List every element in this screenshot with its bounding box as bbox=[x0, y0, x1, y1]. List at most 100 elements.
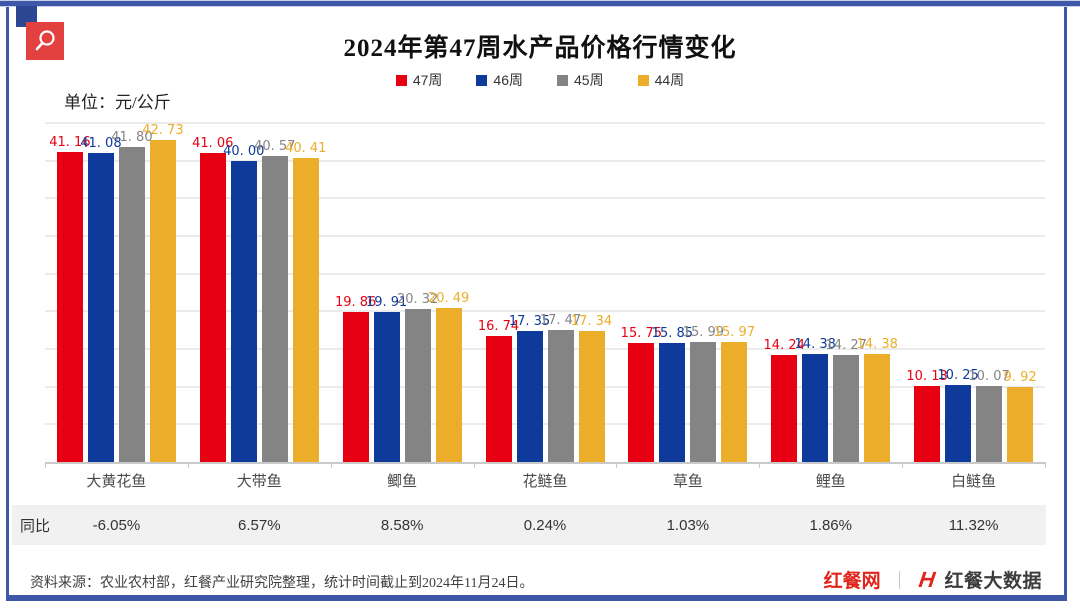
bar-value-label: 19. 86 bbox=[334, 295, 377, 311]
category-label-大带鱼: 大带鱼 bbox=[236, 473, 282, 490]
bar-鲫鱼-46周: 19. 91 bbox=[366, 295, 407, 462]
bar-value-label: 14. 24 bbox=[763, 337, 805, 353]
yoy-value-白鲢鱼: 11.32% bbox=[948, 516, 999, 534]
bar-大带鱼-44周: 40. 41 bbox=[285, 141, 326, 462]
axis-tick bbox=[330, 462, 332, 468]
bar-value-label: 20. 32 bbox=[396, 291, 439, 307]
bar-group-大黄花鱼: 41. 16 41. 08 41. 80 42. 73 bbox=[45, 123, 188, 462]
bar-value-label: 17. 34 bbox=[570, 314, 613, 330]
bar-group-花鲢鱼: 16. 74 17. 35 17. 47 17. 34 bbox=[474, 123, 617, 462]
brand-site-name: 红餐网 bbox=[823, 571, 881, 592]
category-label-草鱼: 草鱼 bbox=[672, 473, 703, 490]
gridline-30 bbox=[45, 235, 1045, 238]
bar-group-草鱼: 15. 75 15. 85 15. 99 15. 97 bbox=[616, 123, 759, 462]
bar-花鲢鱼-45周: 17. 47 bbox=[540, 313, 581, 462]
bar-group-鲤鱼: 14. 24 14. 38 14. 27 14. 38 bbox=[759, 123, 902, 462]
bar-value-label: 10. 13 bbox=[906, 368, 948, 384]
gridline-5 bbox=[45, 423, 1045, 426]
corner-decor-square bbox=[16, 6, 37, 27]
bar-大黄花鱼-46周: 41. 08 bbox=[80, 136, 122, 462]
bar-大黄花鱼-47周: 41. 16 bbox=[49, 135, 91, 462]
bar-大带鱼-45周: 40. 57 bbox=[254, 139, 295, 462]
axis-tick bbox=[45, 462, 46, 468]
bar-value-label: 14. 27 bbox=[825, 337, 867, 353]
axis-tick bbox=[187, 462, 189, 468]
brand-data-name: 红餐大数据 bbox=[944, 571, 1042, 592]
hongcan-bigdata-h-icon: H bbox=[916, 566, 937, 592]
bar-group-鲫鱼: 19. 86 19. 91 20. 32 20. 49 bbox=[331, 123, 474, 462]
bar-大带鱼-47周: 41. 06 bbox=[192, 136, 233, 462]
category-label-白鲢鱼: 白鲢鱼 bbox=[951, 473, 997, 490]
top-border-bar bbox=[0, 0, 1080, 7]
legend-label: 44周 bbox=[654, 72, 685, 88]
bar-草鱼-45周: 15. 99 bbox=[683, 325, 724, 462]
axis-tick bbox=[759, 462, 761, 468]
yoy-value-鲤鱼: 1.86% bbox=[809, 516, 852, 534]
category-label-鲤鱼: 鲤鱼 bbox=[815, 473, 846, 490]
bar-value-label: 19. 91 bbox=[365, 295, 408, 311]
bar-value-label: 41. 06 bbox=[192, 135, 234, 151]
bar-value-label: 40. 00 bbox=[223, 143, 265, 159]
bar-value-label: 10. 07 bbox=[968, 369, 1010, 385]
bar-value-label: 15. 99 bbox=[682, 324, 725, 340]
bar-value-label: 15. 85 bbox=[651, 325, 694, 341]
gridline-45 bbox=[45, 122, 1045, 124]
category-axis: 大黄花鱼 大带鱼 鲫鱼 花鲢鱼 草鱼 鲤鱼 白鲢鱼 bbox=[45, 470, 1045, 491]
yoy-value-草鱼: 1.03% bbox=[666, 516, 710, 534]
bar-value-label: 42. 73 bbox=[142, 123, 184, 139]
bar-草鱼-47周: 15. 75 bbox=[621, 326, 662, 462]
yoy-values-row: -6.05% 6.57% 8.58% 0.24% 1.03% 1.86% 11.32% bbox=[45, 505, 1045, 545]
axis-tick bbox=[902, 462, 904, 468]
yoy-value-花鲢鱼: 0.24% bbox=[523, 516, 567, 534]
gridline-35 bbox=[45, 197, 1045, 200]
legend-item-47周: 47周 bbox=[395, 70, 442, 90]
bar-value-label: 9. 92 bbox=[1003, 370, 1037, 386]
brand-footer: 红餐网 ｜ H 红餐大数据 bbox=[824, 566, 1042, 593]
magnifier-icon bbox=[26, 22, 64, 60]
yoy-value-大带鱼: 6.57% bbox=[238, 516, 281, 534]
bar-白鲢鱼-46周: 10. 25 bbox=[937, 368, 979, 462]
bar-鲫鱼-47周: 19. 86 bbox=[335, 295, 376, 462]
axis-tick bbox=[616, 462, 618, 468]
magnifier-glyph bbox=[35, 30, 55, 51]
legend-item-45周: 45周 bbox=[557, 70, 604, 90]
bar-鲫鱼-45周: 20. 32 bbox=[397, 292, 438, 462]
gridline-40 bbox=[45, 159, 1045, 162]
legend-swatch-icon bbox=[476, 74, 488, 86]
bar-花鲢鱼-44周: 17. 34 bbox=[571, 314, 612, 462]
bar-花鲢鱼-47周: 16. 74 bbox=[478, 319, 519, 462]
bar-大黄花鱼-44周: 42. 73 bbox=[142, 123, 184, 462]
legend-item-44周: 44周 bbox=[637, 70, 685, 90]
legend-label: 45周 bbox=[574, 72, 604, 88]
plot-area: 41. 16 41. 08 41. 80 42. 73 41. 06 40. 00 40. … bbox=[45, 122, 1046, 468]
axis-tick bbox=[1045, 462, 1046, 468]
bar-大带鱼-46周: 40. 00 bbox=[223, 144, 264, 462]
bar-value-label: 40. 57 bbox=[254, 139, 296, 155]
bar-group-大带鱼: 41. 06 40. 00 40. 57 40. 41 bbox=[188, 123, 331, 462]
bar-value-label: 41. 08 bbox=[80, 135, 122, 151]
bar-value-label: 15. 75 bbox=[620, 326, 663, 342]
gridline-25 bbox=[45, 272, 1045, 275]
source-note: 资料来源：农业农村部，红餐产业研究院整理，统计时间截止到2024年11月24日。 bbox=[30, 576, 534, 591]
yoy-value-大黄花鱼: -6.05% bbox=[92, 516, 141, 534]
bar-鲤鱼-44周: 14. 38 bbox=[857, 337, 898, 462]
bar-value-label: 15. 97 bbox=[713, 324, 756, 340]
bar-鲤鱼-46周: 14. 38 bbox=[795, 337, 836, 462]
bar-group-白鲢鱼: 10. 13 10. 25 10. 07 9. 92 bbox=[902, 123, 1045, 462]
category-label-花鲢鱼: 花鲢鱼 bbox=[522, 473, 568, 490]
bar-value-label: 17. 35 bbox=[508, 314, 551, 330]
gridline-10 bbox=[45, 385, 1045, 388]
unit-label: 单位：元/公斤 bbox=[64, 93, 171, 112]
bar-value-label: 41. 80 bbox=[111, 130, 153, 146]
page-frame-border bbox=[6, 7, 1067, 601]
page-title: 2024年第47周水产品价格行情变化 bbox=[343, 35, 737, 62]
legend-swatch-icon bbox=[395, 74, 407, 86]
bar-白鲢鱼-47周: 10. 13 bbox=[906, 369, 948, 462]
legend-label: 46周 bbox=[493, 72, 523, 88]
gridline-15 bbox=[45, 348, 1045, 351]
bar-草鱼-44周: 15. 97 bbox=[714, 325, 755, 462]
brand-separator: ｜ bbox=[890, 570, 909, 591]
bar-白鲢鱼-44周: 9. 92 bbox=[1004, 370, 1037, 462]
bar-花鲢鱼-46周: 17. 35 bbox=[509, 314, 550, 462]
